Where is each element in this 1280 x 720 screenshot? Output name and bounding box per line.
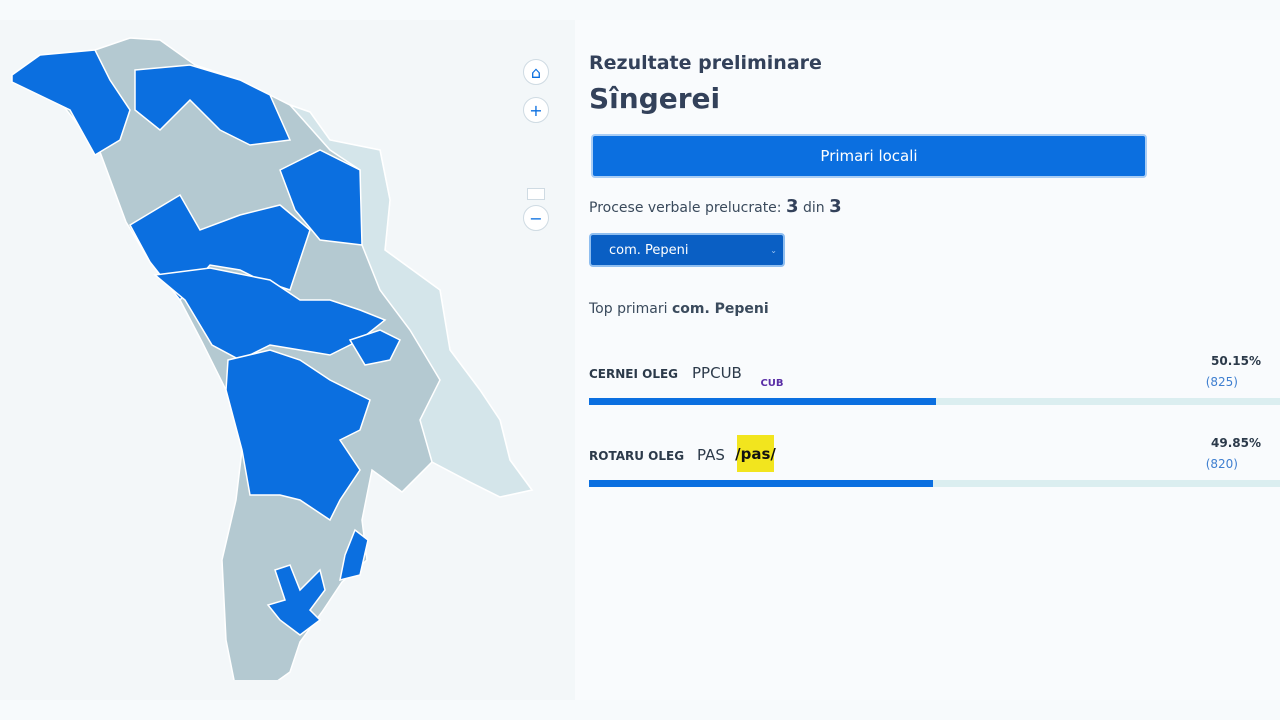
map-region [339, 528, 369, 582]
top-label: Top primari [589, 301, 668, 317]
subtitle: Rezultate preliminare [589, 52, 822, 74]
top-heading: Top primari com. Pepeni [589, 301, 769, 317]
map-panel: ⌂ + − [0, 20, 575, 700]
total-count: 3 [829, 196, 842, 217]
candidate-name: ROTARU OLEG [589, 449, 685, 463]
title: Sîngerei [589, 82, 721, 115]
protocols-label: Procese verbale prelucrate: [589, 200, 782, 216]
percent: 50.15% [1211, 354, 1261, 368]
protocols: Procese verbale prelucrate: 3 din 3 [589, 196, 842, 217]
home-button[interactable]: ⌂ [523, 59, 549, 85]
map [11, 37, 534, 680]
map-region [287, 103, 534, 498]
percent: 49.85% [1211, 436, 1261, 450]
locality-select[interactable]: com. Pepeni ⌄ [589, 233, 785, 267]
top-locality: com. Pepeni [671, 301, 769, 317]
progress-fill [589, 398, 936, 405]
map-region [348, 329, 402, 366]
map-region [225, 349, 371, 522]
select-arrow: ⌄ [770, 245, 777, 255]
tab-button[interactable]: Primari locali [591, 134, 1147, 178]
select-value: com. Pepeni [609, 242, 689, 258]
votes: (825) [1205, 375, 1238, 389]
separator: din [802, 200, 825, 216]
zoom-out-button[interactable]: − [523, 205, 549, 231]
progress-track [589, 480, 1280, 487]
party-name: PPCUB [692, 364, 742, 382]
map-region [134, 64, 292, 146]
map-region [266, 564, 326, 636]
map-region [11, 49, 131, 157]
votes: (820) [1205, 457, 1238, 471]
progress-track [589, 398, 1280, 405]
candidate-name: CERNEI OLEG [589, 367, 679, 381]
party-name: PAS [697, 446, 725, 464]
progress-fill [589, 480, 934, 487]
party-logo: CUB [760, 378, 784, 389]
results-panel: Rezultate preliminare Sîngerei Primari l… [575, 20, 1280, 700]
party-logo: /pas/ [735, 435, 776, 472]
map-region [279, 149, 363, 246]
zoom-slider[interactable] [527, 188, 545, 200]
zoom-in-button[interactable]: + [523, 97, 549, 123]
processed-count: 3 [785, 196, 799, 217]
